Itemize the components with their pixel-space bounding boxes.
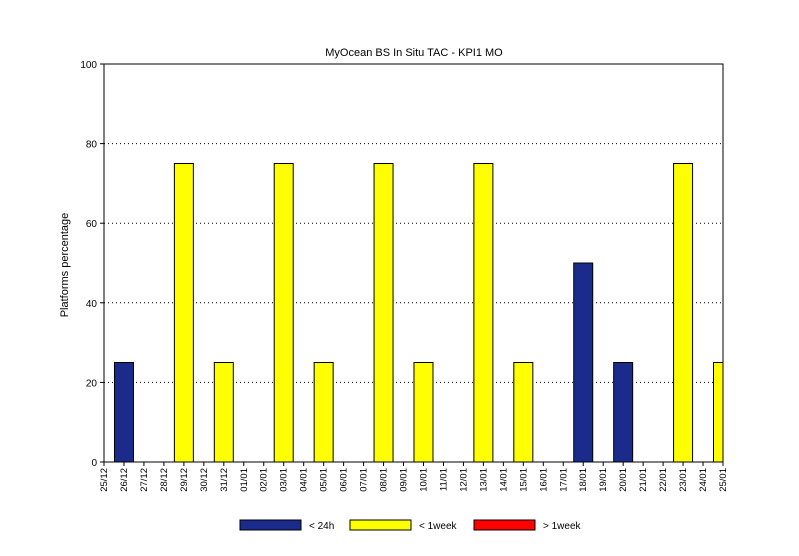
x-tick-label: 19/01 [598,468,609,492]
bar [313,362,334,463]
x-tick-label: 18/01 [578,468,589,492]
x-tick-label: 16/01 [538,468,549,492]
legend-label: > 1week [543,521,582,532]
bar [473,163,494,463]
x-tick-label: 12/01 [458,468,469,492]
bar [173,163,194,463]
x-axis: 25/12 26/12 27/12 28/12 29/12 30/12 31/12 01/01… [99,462,729,492]
plot-frame [103,63,724,463]
x-tick-label: 26/12 [119,468,130,492]
x-tick-label: 25/01 [718,468,729,492]
y-tick-label: 60 [86,219,98,230]
y-tick-label: 40 [86,299,98,310]
x-tick-label: 31/12 [219,468,230,492]
y-tick-label: 20 [86,378,98,389]
x-tick-label: 05/01 [319,468,330,492]
bar [713,362,724,463]
legend: < 24h < 1week > 1week [239,519,582,532]
legend-swatch [473,519,536,531]
y-tick-label: 80 [86,140,98,151]
y-tick-label: 100 [80,60,97,71]
x-tick-label: 23/01 [678,468,689,492]
x-tick-label: 27/12 [139,468,150,492]
x-tick-label: 04/01 [299,468,310,492]
gridlines [104,143,723,383]
legend-label: < 24h [309,521,334,532]
bar [673,163,694,463]
x-tick-label: 11/01 [438,468,449,491]
x-tick-label: 30/12 [199,468,210,492]
x-tick-label: 03/01 [279,468,290,492]
chart-title: MyOcean BS In Situ TAC - KPI1 MO [325,47,503,59]
bar [613,362,634,463]
x-tick-label: 20/01 [618,468,629,492]
x-tick-label: 28/12 [159,468,170,492]
x-tick-label: 25/12 [99,468,110,492]
bar [413,362,434,463]
bar [213,362,234,463]
bars [113,163,724,463]
legend-swatch [239,519,302,531]
x-tick-label: 22/01 [658,468,669,492]
bar [273,163,294,463]
x-tick-label: 24/01 [698,468,709,492]
x-tick-label: 15/01 [518,468,529,492]
x-tick-label: 21/01 [638,468,649,492]
legend-label: < 1week [419,521,458,532]
x-tick-label: 07/01 [359,468,370,492]
legend-swatch [349,519,412,531]
bar [513,362,534,463]
y-axis: 0 20 40 60 80 100 [80,60,104,469]
y-tick-label: 0 [91,458,97,469]
x-tick-label: 17/01 [558,468,569,492]
x-tick-label: 02/01 [259,468,270,492]
x-tick-label: 13/01 [478,468,489,492]
bar [113,362,134,463]
x-tick-label: 06/01 [339,468,350,492]
bar [373,163,394,463]
x-tick-label: 29/12 [179,468,190,492]
x-tick-label: 10/01 [418,468,429,492]
bar [573,262,594,463]
x-tick-label: 01/01 [239,468,250,492]
x-tick-label: 14/01 [498,468,509,492]
x-tick-label: 09/01 [399,468,410,492]
x-tick-label: 08/01 [379,468,390,492]
y-axis-label: Platforms percentage [59,213,71,318]
